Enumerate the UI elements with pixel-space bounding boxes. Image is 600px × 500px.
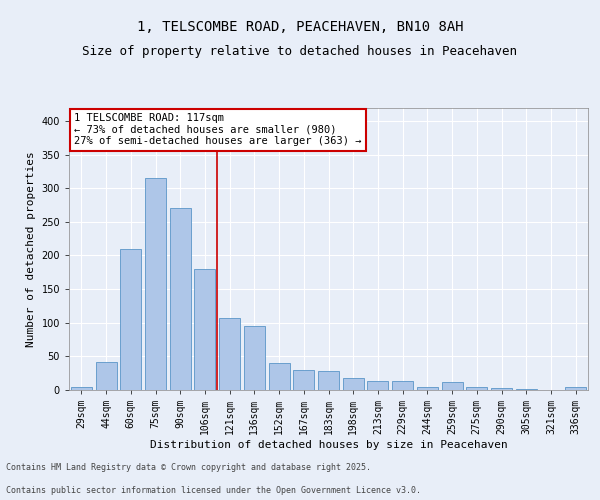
Bar bbox=[442, 382, 463, 390]
Bar bbox=[120, 248, 141, 390]
Y-axis label: Number of detached properties: Number of detached properties bbox=[26, 151, 36, 346]
Bar bbox=[219, 318, 240, 390]
Text: Size of property relative to detached houses in Peacehaven: Size of property relative to detached ho… bbox=[83, 45, 517, 58]
Bar bbox=[367, 380, 388, 390]
Bar bbox=[269, 363, 290, 390]
Bar bbox=[343, 378, 364, 390]
Text: 1 TELSCOMBE ROAD: 117sqm
← 73% of detached houses are smaller (980)
27% of semi-: 1 TELSCOMBE ROAD: 117sqm ← 73% of detach… bbox=[74, 113, 362, 146]
Bar bbox=[293, 370, 314, 390]
X-axis label: Distribution of detached houses by size in Peacehaven: Distribution of detached houses by size … bbox=[149, 440, 508, 450]
Bar bbox=[565, 388, 586, 390]
Bar bbox=[466, 386, 487, 390]
Bar bbox=[170, 208, 191, 390]
Text: 1, TELSCOMBE ROAD, PEACEHAVEN, BN10 8AH: 1, TELSCOMBE ROAD, PEACEHAVEN, BN10 8AH bbox=[137, 20, 463, 34]
Bar bbox=[491, 388, 512, 390]
Text: Contains public sector information licensed under the Open Government Licence v3: Contains public sector information licen… bbox=[6, 486, 421, 495]
Bar bbox=[417, 386, 438, 390]
Bar bbox=[244, 326, 265, 390]
Bar bbox=[145, 178, 166, 390]
Text: Contains HM Land Registry data © Crown copyright and database right 2025.: Contains HM Land Registry data © Crown c… bbox=[6, 464, 371, 472]
Bar bbox=[71, 386, 92, 390]
Bar bbox=[95, 362, 116, 390]
Bar bbox=[392, 382, 413, 390]
Bar bbox=[318, 371, 339, 390]
Bar bbox=[194, 269, 215, 390]
